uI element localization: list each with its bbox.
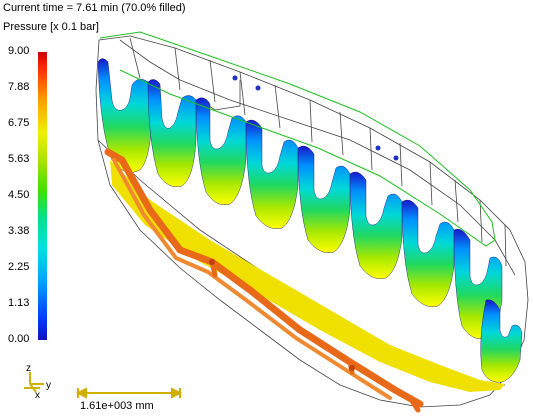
pressure-fin	[147, 79, 197, 187]
legend-tick-label: 1.13	[8, 297, 30, 309]
quantity-readout: Pressure [x 0.1 bar]	[3, 21, 99, 33]
pressure-fin	[401, 199, 455, 307]
pressure-field	[97, 58, 523, 392]
legend-tick-label: 5.63	[8, 153, 30, 165]
gate-markers	[232, 75, 399, 161]
legend-tick-label: 3.38	[8, 225, 30, 237]
pressure-fin	[245, 119, 299, 229]
scale-bar-label: 1.61e+003 mm	[80, 400, 154, 412]
axis-z-label: z	[26, 363, 31, 374]
pressure-fin	[97, 58, 153, 173]
gate-marker-icon	[393, 155, 399, 161]
pressure-fin	[297, 145, 351, 253]
axis-triad: z y x	[24, 363, 51, 401]
axis-x-label: x	[35, 390, 40, 401]
pressure-fin	[195, 97, 247, 205]
part-edge-line	[99, 31, 496, 247]
legend-tick-label: 7.88	[8, 81, 30, 93]
legend-tick-label: 2.25	[8, 261, 30, 273]
pressure-fin	[349, 171, 403, 279]
runner-system	[104, 148, 424, 413]
gate-marker-icon	[255, 85, 261, 91]
legend-tick-label: 0.00	[8, 333, 30, 345]
legend-tick-label: 9.00	[8, 45, 30, 57]
legend-tick-label: 4.50	[8, 189, 30, 201]
color-legend-bar	[38, 52, 47, 340]
gate-marker-icon	[232, 75, 238, 81]
gate-marker-icon	[375, 145, 381, 151]
scale-bar	[75, 387, 183, 399]
legend-tick-label: 6.75	[8, 117, 30, 129]
axis-y-label: y	[46, 380, 51, 391]
time-readout: Current time = 7.61 min (70.0% filled)	[3, 2, 186, 14]
pressure-fin	[480, 299, 523, 383]
